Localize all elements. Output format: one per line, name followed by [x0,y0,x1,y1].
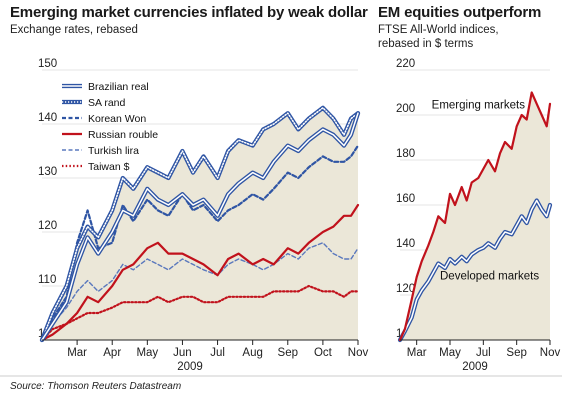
series-line-inner [399,199,551,341]
y-tick-label: 120 [38,220,57,232]
legend-label: Taiwan $ [88,161,130,173]
legend-item: Taiwan $ [62,161,130,173]
series-russian-rouble [40,203,360,342]
right-chart: 100120140160180200220MarMayJulSepNov2009… [396,58,560,373]
series-developed-markets [397,198,553,343]
x-tick-label: Jul [210,347,225,359]
y-tick-label: 200 [396,103,415,115]
annotation-em: Emerging markets [432,99,526,111]
x-tick-label: Nov [540,347,561,359]
series-turkish-lira [41,242,359,341]
annotation-dm: Developed markets [440,270,539,282]
left-chart-title: Emerging market currencies inflated by w… [10,4,368,21]
shaded-area [42,107,358,340]
legend-item: Korean Won [62,113,146,125]
legend-item: Turkish lira [62,145,139,157]
y-tick-label: 150 [38,58,57,70]
series-sa-rand [39,105,361,343]
x-tick-label: Sep [506,347,526,359]
y-tick-label: 140 [396,238,415,250]
series-line-inner [41,112,359,341]
series-line [40,284,360,342]
legend-label: Turkish lira [88,145,139,157]
y-tick-label: 120 [396,283,415,295]
left-chart: 100110120130140150MarAprMayJunJulAugSepO… [38,58,368,373]
x-tick-label: Nov [348,347,369,359]
x-tick-label: Jul [476,347,491,359]
legend-label: Russian rouble [88,129,158,141]
y-tick-label: 110 [38,274,56,286]
legend-item: Russian rouble [62,129,158,141]
series-brazilian-real [39,111,361,343]
series-emerging-markets [398,91,552,342]
source-note: Source: Thomson Reuters Datastream [10,381,182,392]
shaded-area [400,92,550,340]
x-tick-label: May [439,347,461,359]
series-line [40,203,360,342]
y-tick-label: 130 [38,166,57,178]
x-tick-label: Oct [314,347,333,359]
x-tick-label: Aug [242,347,262,359]
legend-item: Brazilian real [62,81,149,93]
x-tick-label: Jun [173,347,192,359]
x-tick-label: Apr [103,347,121,359]
y-tick-label: 180 [396,148,415,160]
legend-label: SA rand [88,97,126,109]
legend-label: Brazilian real [88,81,149,93]
series-line-inner [41,107,359,341]
right-chart-title: EM equities outperform [378,4,542,21]
x-tick-label: May [136,347,158,359]
right-chart-subtitle-line2: rebased in $ terms [378,38,474,50]
right-chart-subtitle-line1: FTSE All-World indices, [378,24,499,36]
x-year-label: 2009 [177,361,203,373]
legend-item: SA rand [62,97,126,109]
chart-legend: Brazilian real SA rand Korean Won Russian r… [62,81,158,173]
x-year-label: 2009 [462,361,488,373]
x-tick-label: Mar [407,347,427,359]
x-tick-label: Sep [278,347,298,359]
y-tick-label: 140 [38,112,57,124]
series-line [398,91,552,342]
left-chart-subtitle: Exchange rates, rebased [10,24,138,36]
y-tick-label: 160 [396,193,415,205]
y-tick-label: 220 [396,58,415,70]
x-tick-label: Mar [67,347,87,359]
series-taiwan- [40,284,360,342]
legend-label: Korean Won [88,113,146,125]
series-line [41,242,359,341]
